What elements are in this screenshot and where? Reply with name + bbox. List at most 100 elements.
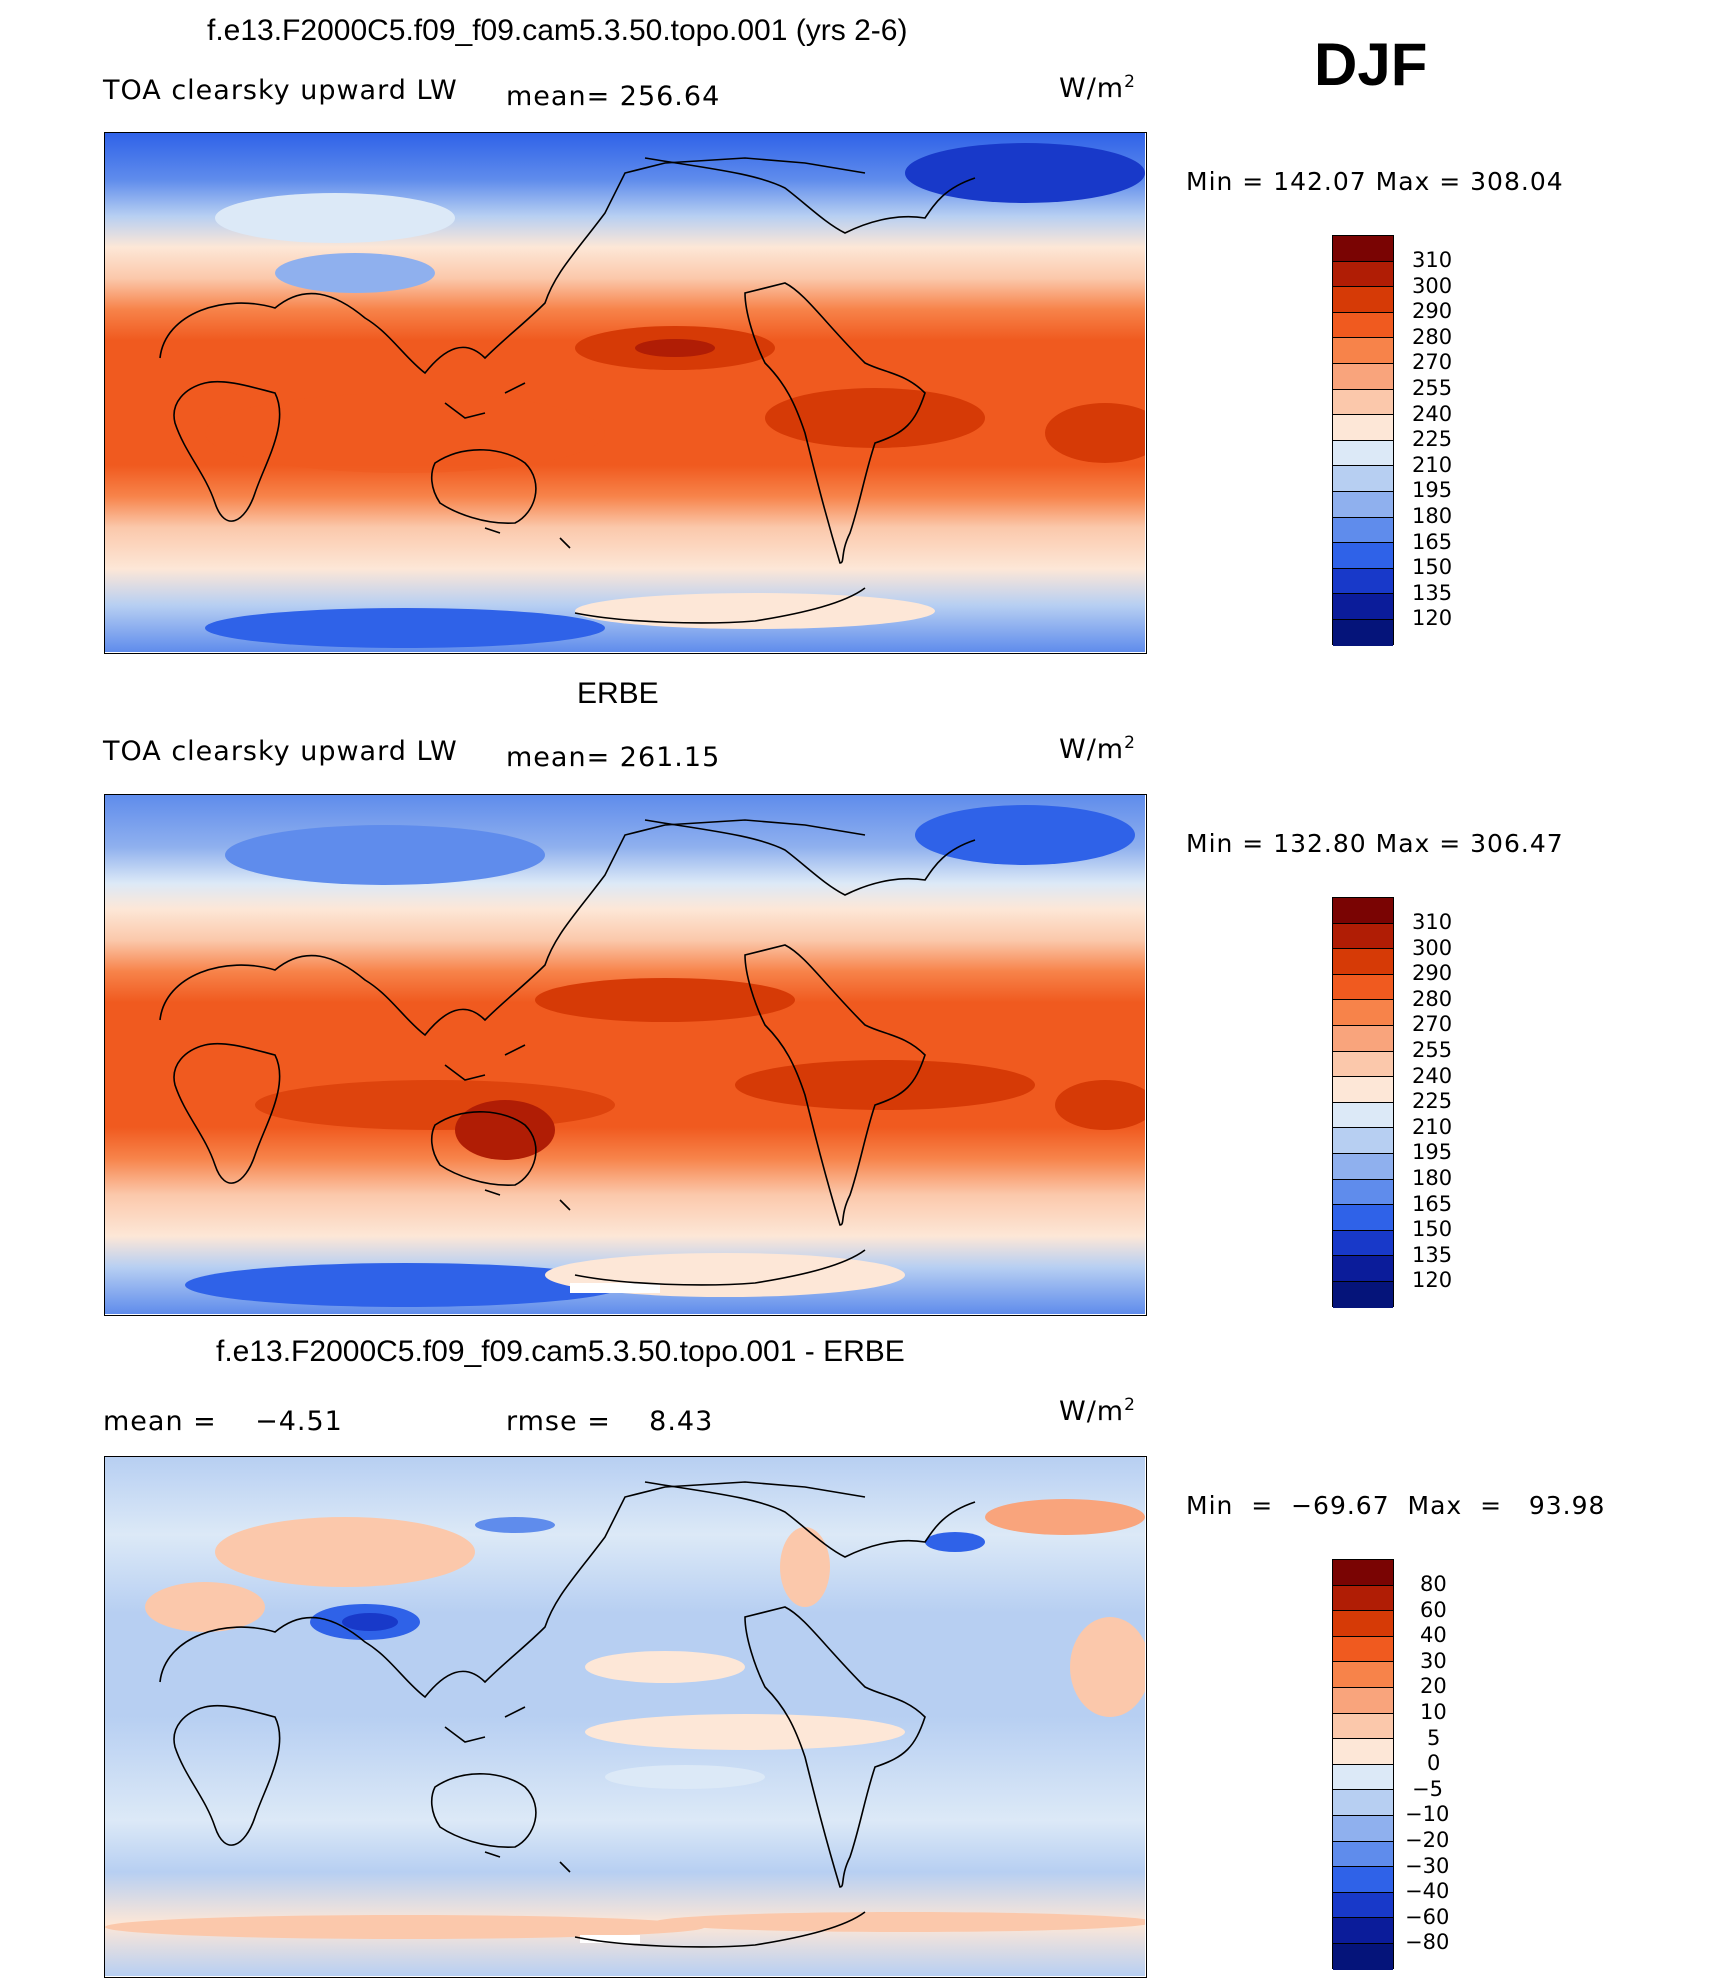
colorbar-tick: 120 bbox=[1412, 606, 1453, 630]
colorbar-swatch bbox=[1333, 1128, 1393, 1154]
panel1-mean-label: mean= 256.64 bbox=[506, 81, 721, 112]
colorbar-tick: 240 bbox=[1412, 1064, 1453, 1088]
panel2-mean-label: mean= 261.15 bbox=[506, 742, 721, 773]
panel3-map bbox=[104, 1456, 1147, 1978]
colorbar-swatch bbox=[1333, 1687, 1393, 1714]
colorbar-swatch bbox=[1333, 1815, 1393, 1842]
colorbar-swatch bbox=[1333, 312, 1393, 339]
colorbar-swatch bbox=[1333, 898, 1393, 924]
colorbar-tick: 135 bbox=[1412, 581, 1453, 605]
colorbar-swatch bbox=[1333, 1077, 1393, 1103]
panel3-title: f.e13.F2000C5.f09_f09.cam5.3.50.topo.001… bbox=[216, 1335, 905, 1368]
colorbar-swatch bbox=[1333, 949, 1393, 975]
colorbar-tick: 310 bbox=[1412, 248, 1453, 272]
colorbar-tick: −10 bbox=[1405, 1802, 1450, 1826]
colorbar-swatch bbox=[1333, 1281, 1393, 1308]
colorbar-tick: 150 bbox=[1412, 555, 1453, 579]
panel2-colorbar bbox=[1332, 897, 1394, 1308]
colorbar-swatch bbox=[1333, 1636, 1393, 1663]
panel2-variable-label: TOA clearsky upward LW bbox=[103, 736, 458, 767]
colorbar-tick: 300 bbox=[1412, 936, 1453, 960]
panel1-unit-label: W/m2 bbox=[1059, 72, 1136, 104]
colorbar-tick: 135 bbox=[1412, 1243, 1453, 1267]
colorbar-swatch bbox=[1333, 1713, 1393, 1740]
colorbar-tick: 270 bbox=[1412, 1012, 1453, 1036]
colorbar-tick: 255 bbox=[1412, 376, 1453, 400]
colorbar-swatch bbox=[1333, 440, 1393, 467]
colorbar-tick: 310 bbox=[1412, 910, 1453, 934]
colorbar-tick: 225 bbox=[1412, 427, 1453, 451]
colorbar-tick: 10 bbox=[1420, 1700, 1447, 1724]
colorbar-swatch bbox=[1333, 236, 1393, 262]
panel3-min-max: Min = −69.67 Max = 93.98 bbox=[1186, 1491, 1606, 1520]
colorbar-swatch bbox=[1333, 1000, 1393, 1026]
panel1-title: f.e13.F2000C5.f09_f09.cam5.3.50.topo.001… bbox=[207, 14, 908, 47]
colorbar-tick: 60 bbox=[1420, 1598, 1447, 1622]
colorbar-tick: 225 bbox=[1412, 1089, 1453, 1113]
colorbar-swatch bbox=[1333, 1790, 1393, 1816]
colorbar-swatch bbox=[1333, 1611, 1393, 1637]
colorbar-swatch bbox=[1333, 1256, 1393, 1282]
colorbar-tick: −40 bbox=[1405, 1879, 1450, 1903]
colorbar-swatch bbox=[1333, 974, 1393, 1001]
colorbar-swatch bbox=[1333, 1102, 1393, 1129]
colorbar-swatch bbox=[1333, 415, 1393, 441]
colorbar-tick: 300 bbox=[1412, 274, 1453, 298]
colorbar-swatch bbox=[1333, 1179, 1393, 1206]
panel3-mean-label: mean = −4.51 bbox=[103, 1406, 343, 1437]
colorbar-tick: 270 bbox=[1412, 350, 1453, 374]
colorbar-tick: 165 bbox=[1412, 1192, 1453, 1216]
panel1-variable-label: TOA clearsky upward LW bbox=[103, 75, 458, 106]
colorbar-swatch bbox=[1333, 568, 1393, 595]
colorbar-tick: 20 bbox=[1420, 1674, 1447, 1698]
colorbar-tick: 5 bbox=[1427, 1726, 1441, 1750]
colorbar-tick: −5 bbox=[1412, 1777, 1443, 1801]
colorbar-tick: 195 bbox=[1412, 1140, 1453, 1164]
colorbar-tick: 180 bbox=[1412, 504, 1453, 528]
colorbar-tick: 120 bbox=[1412, 1268, 1453, 1292]
colorbar-swatch bbox=[1333, 1918, 1393, 1944]
colorbar-tick: −80 bbox=[1405, 1930, 1450, 1954]
colorbar-swatch bbox=[1333, 1585, 1393, 1612]
colorbar-swatch bbox=[1333, 923, 1393, 950]
colorbar-swatch bbox=[1333, 1051, 1393, 1078]
colorbar-tick: 40 bbox=[1420, 1623, 1447, 1647]
colorbar-swatch bbox=[1333, 491, 1393, 518]
colorbar-swatch bbox=[1333, 338, 1393, 364]
colorbar-tick: −20 bbox=[1405, 1828, 1450, 1852]
colorbar-swatch bbox=[1333, 1867, 1393, 1893]
colorbar-tick: 0 bbox=[1427, 1751, 1441, 1775]
panel2-title: ERBE bbox=[577, 677, 659, 710]
panel2-unit-label: W/m2 bbox=[1059, 733, 1136, 765]
colorbar-tick: 290 bbox=[1412, 299, 1453, 323]
colorbar-tick: −30 bbox=[1405, 1854, 1450, 1878]
colorbar-swatch bbox=[1333, 287, 1393, 313]
panel1-contour-field bbox=[105, 133, 1145, 652]
colorbar-tick: −60 bbox=[1405, 1905, 1450, 1929]
colorbar-swatch bbox=[1333, 1943, 1393, 1970]
colorbar-swatch bbox=[1333, 517, 1393, 544]
colorbar-swatch bbox=[1333, 466, 1393, 492]
colorbar-tick: 30 bbox=[1420, 1649, 1447, 1673]
colorbar-swatch bbox=[1333, 389, 1393, 416]
colorbar-tick: 255 bbox=[1412, 1038, 1453, 1062]
colorbar-swatch bbox=[1333, 1230, 1393, 1257]
colorbar-swatch bbox=[1333, 1153, 1393, 1180]
colorbar-tick: 210 bbox=[1412, 1115, 1453, 1139]
colorbar-swatch bbox=[1333, 619, 1393, 646]
colorbar-tick: 280 bbox=[1412, 987, 1453, 1011]
colorbar-tick: 80 bbox=[1420, 1572, 1447, 1596]
colorbar-swatch bbox=[1333, 261, 1393, 288]
season-label: DJF bbox=[1314, 31, 1428, 98]
panel1-min-max: Min = 142.07 Max = 308.04 bbox=[1186, 167, 1564, 196]
colorbar-tick: 210 bbox=[1412, 453, 1453, 477]
colorbar-tick: 240 bbox=[1412, 402, 1453, 426]
colorbar-tick: 195 bbox=[1412, 478, 1453, 502]
colorbar-swatch bbox=[1333, 1560, 1393, 1586]
colorbar-swatch bbox=[1333, 1662, 1393, 1688]
panel3-colorbar bbox=[1332, 1559, 1394, 1970]
panel3-unit-label: W/m2 bbox=[1059, 1395, 1136, 1427]
colorbar-tick: 180 bbox=[1412, 1166, 1453, 1190]
panel3-contour-field bbox=[105, 1457, 1145, 1976]
panel3-rmse-label: rmse = 8.43 bbox=[506, 1406, 714, 1437]
